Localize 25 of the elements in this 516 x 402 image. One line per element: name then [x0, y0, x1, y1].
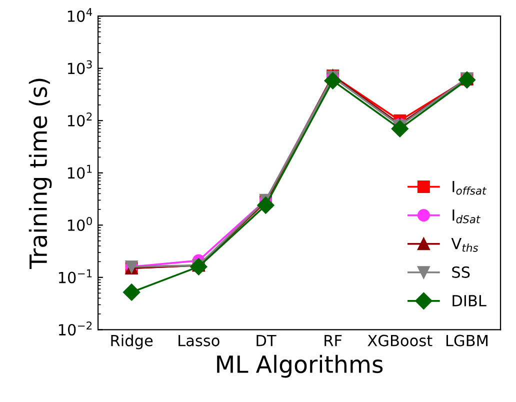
legend-label: SS — [452, 266, 470, 278]
x-tick-label: Lasso — [178, 334, 220, 346]
y-tick-label: 10$^{−2}$ — [58, 322, 92, 336]
point — [324, 72, 342, 90]
y-tick-label: 10$^{4}$ — [68, 8, 92, 22]
legend-label: I$_{dSat}$ — [452, 210, 480, 224]
y-tick-label: 10$^{3}$ — [68, 60, 92, 74]
point — [190, 258, 208, 276]
y-tick-label: 10$^{2}$ — [68, 112, 92, 127]
y-tick-label: 10$^{0}$ — [68, 217, 92, 232]
x-tick-label: LGBM — [446, 334, 488, 346]
legend-label: DIBL — [452, 295, 486, 306]
legend-label: V$_{ths}$ — [451, 238, 478, 252]
x-tick-label: RF — [324, 334, 342, 346]
point — [391, 120, 408, 138]
point — [123, 284, 140, 301]
legend-label: I$_{offsat}$ — [452, 180, 487, 195]
point — [257, 196, 274, 214]
x-tick-label: DT — [256, 334, 276, 346]
x-axis-title: ML Algorithms — [217, 354, 383, 378]
y-axis-title: Training time (s) — [28, 78, 52, 270]
y-tick-label: 10$^{−1}$ — [58, 269, 92, 284]
x-tick-label: XGBoost — [368, 334, 432, 346]
x-tick-label: Ridge — [111, 334, 153, 350]
y-tick-label: 10$^{1}$ — [68, 164, 92, 179]
